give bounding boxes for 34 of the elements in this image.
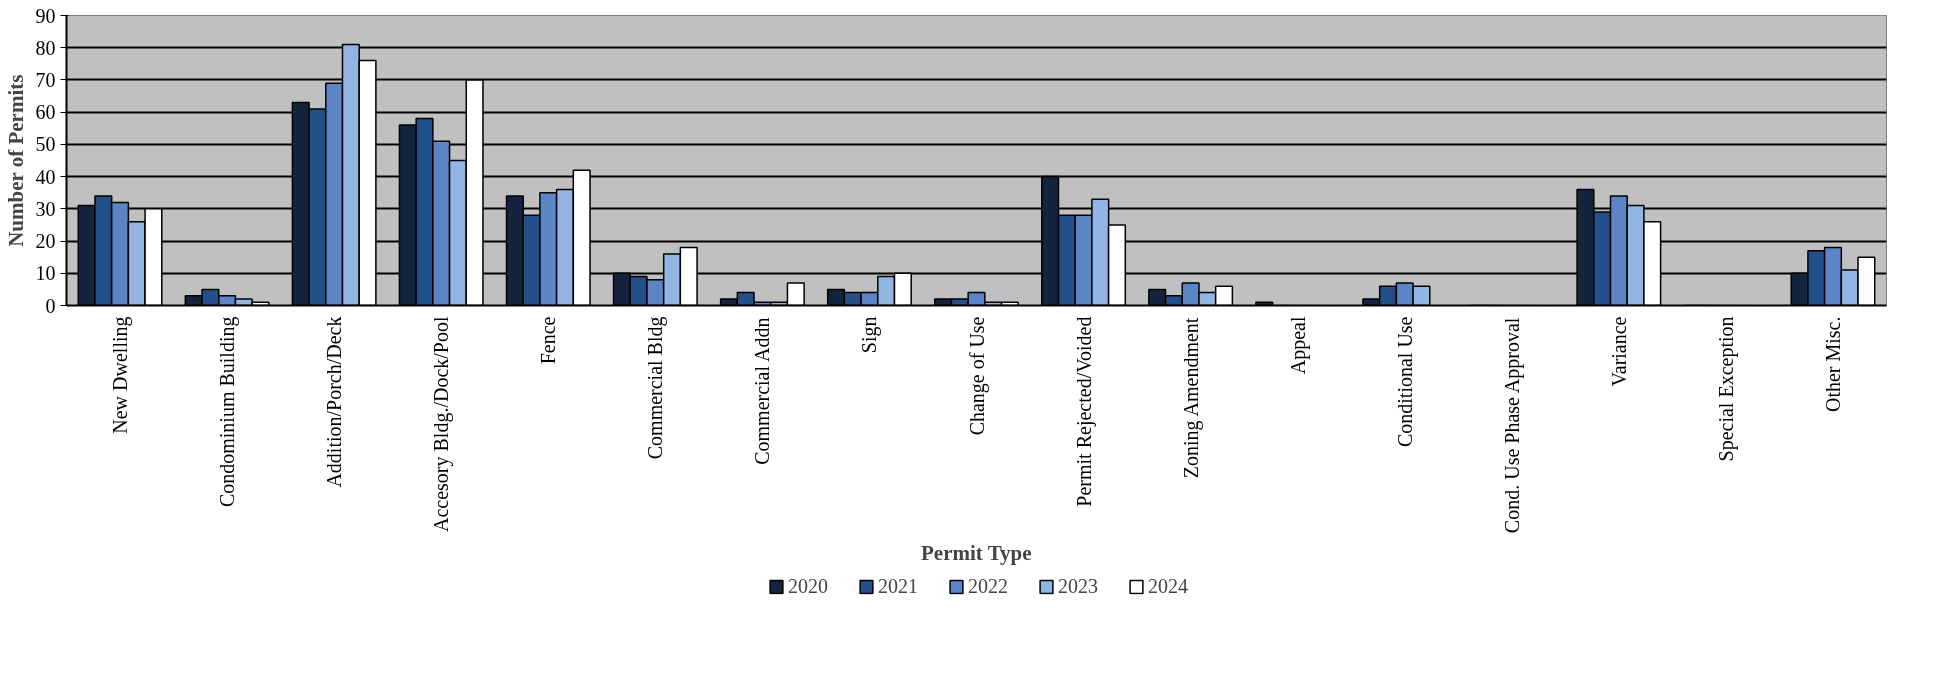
x-tick-label: Fence: [537, 316, 560, 365]
y-tick-label: 20: [35, 230, 56, 253]
x-tick-label: Permit Rejected/Voided: [1072, 316, 1096, 507]
x-tick-label: Sign: [858, 316, 882, 354]
y-tick-label: 80: [35, 36, 56, 59]
legend-label: 2024: [1148, 574, 1188, 598]
x-tick-label: Zoning Amendment: [1179, 317, 1203, 479]
x-tick-label: Accesory Bldg./Dock/Pool: [430, 316, 454, 533]
x-tick-label: Addition/Porch/Deck: [323, 316, 346, 488]
x-tick-label: Change of Use: [965, 316, 989, 436]
y-tick-label: 10: [35, 262, 56, 285]
y-tick-label: 30: [35, 197, 56, 220]
y-axis-title: Number of Permits: [3, 74, 28, 247]
legend-label: 2021: [878, 574, 918, 598]
y-tick-label: 40: [35, 165, 56, 188]
x-tick-label: Conditional Use: [1393, 316, 1416, 448]
legend-label: 2023: [1058, 574, 1098, 598]
legend-label: 2020: [788, 574, 828, 598]
y-tick-label: 70: [35, 68, 56, 91]
y-tick-label: 50: [35, 133, 56, 156]
x-tick-label: Special Exception: [1714, 316, 1738, 462]
x-axis-title: Permit Type: [921, 541, 1032, 566]
x-tick-label: Appeal: [1286, 316, 1310, 375]
legend-label: 2022: [968, 574, 1008, 598]
x-tick-label: Condominium Building: [216, 316, 240, 508]
y-tick-label: 0: [45, 294, 56, 317]
x-tick-label: Commercial Addn: [751, 317, 774, 465]
x-tick-label: New Dwelling: [109, 316, 133, 434]
y-tick-label: 60: [35, 101, 56, 124]
x-tick-label: Commercial Bldg: [644, 316, 668, 460]
x-tick-label: Cond. Use Phase Approval: [1500, 317, 1524, 534]
y-tick-label: 90: [35, 4, 56, 27]
x-tick-label: Variance: [1607, 316, 1630, 387]
x-tick-label: Other Misc.: [1821, 316, 1844, 413]
